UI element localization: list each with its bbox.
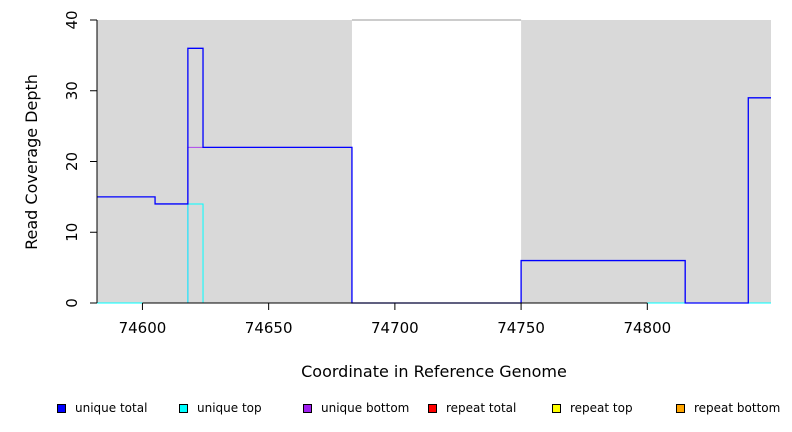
legend-item: repeat top	[552, 400, 633, 416]
legend-swatch	[57, 403, 66, 413]
y-axis-title: Read Coverage Depth	[22, 74, 41, 250]
y-tick-label: 0	[63, 298, 81, 308]
unshaded-region	[351, 20, 522, 303]
axes: 74600 74650 74700 74750 74800 0 10 20 30 40	[63, 10, 671, 337]
x-tick-label: 74650	[245, 319, 293, 337]
x-tick-label: 74800	[623, 319, 671, 337]
legend-swatch	[552, 403, 561, 413]
y-tick-label: 10	[63, 223, 81, 242]
legend-label: unique top	[197, 401, 262, 415]
legend-label: repeat top	[570, 401, 633, 415]
x-axis-title: Coordinate in Reference Genome	[301, 362, 567, 381]
legend-item: repeat total	[428, 400, 516, 416]
x-tick-label: 74750	[497, 319, 545, 337]
legend-swatch	[303, 403, 312, 413]
y-tick-label: 20	[63, 152, 81, 171]
legend-swatch	[428, 403, 437, 413]
legend-item: repeat bottom	[676, 400, 780, 416]
legend-swatch	[676, 403, 685, 413]
legend-item: unique bottom	[303, 400, 409, 416]
x-tick-label: 74700	[371, 319, 419, 337]
legend-swatch	[179, 403, 188, 413]
x-tick-label: 74600	[119, 319, 167, 337]
series-line-unique-total	[97, 47, 771, 304]
plot-background	[97, 19, 771, 303]
y-tick-label: 30	[63, 81, 81, 100]
legend-label: repeat bottom	[694, 401, 781, 415]
legend-label: repeat total	[446, 401, 517, 415]
legend-label: unique total	[75, 401, 148, 415]
y-tick-label: 40	[63, 10, 81, 29]
legend-label: unique bottom	[321, 401, 410, 415]
legend-item: unique top	[179, 400, 262, 416]
legend-item: unique total	[57, 400, 147, 416]
legend: unique total unique top unique bottom repea…	[0, 400, 792, 420]
